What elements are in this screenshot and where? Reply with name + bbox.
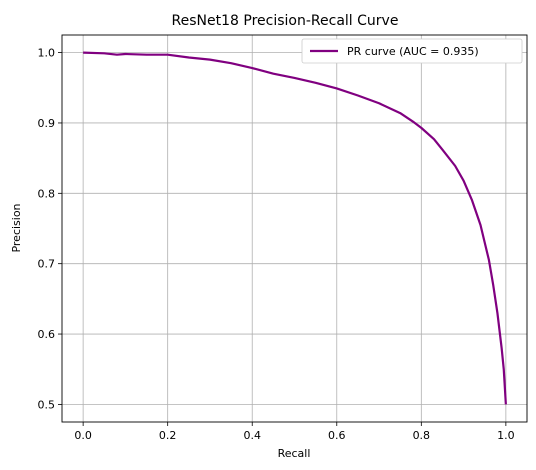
y-tick-label: 0.5 — [38, 398, 56, 411]
y-tick-label: 0.8 — [38, 187, 56, 200]
y-tick-label: 0.7 — [38, 258, 56, 271]
series-lines — [83, 51, 507, 405]
axis-ticks: 0.0 0.2 0.4 0.6 0.8 1.0 0.5 0.6 0.7 0.8 0.9 1.0 — [38, 47, 515, 442]
x-tick-label: 0.4 — [243, 429, 261, 442]
y-tick-label: 1.0 — [38, 47, 56, 60]
y-axis-label: Precision — [10, 203, 23, 252]
chart-title: ResNet18 Precision-Recall Curve — [172, 13, 399, 29]
grid — [62, 35, 527, 422]
x-tick-label: 0.8 — [413, 429, 431, 442]
x-axis-label: Recall — [278, 447, 311, 460]
legend: PR curve (AUC = 0.935) — [301, 38, 523, 64]
legend-box — [301, 38, 523, 64]
x-tick-label: 0.0 — [74, 429, 92, 442]
x-tick-label: 1.0 — [497, 429, 515, 442]
legend-label: PR curve (AUC = 0.935) — [347, 45, 479, 58]
series-line-0 — [83, 51, 507, 405]
x-tick-label: 0.6 — [328, 429, 346, 442]
x-tick-label: 0.2 — [159, 429, 177, 442]
plot-frame — [61, 34, 528, 423]
y-tick-label: 0.9 — [38, 117, 56, 130]
y-tick-label: 0.6 — [38, 328, 56, 341]
